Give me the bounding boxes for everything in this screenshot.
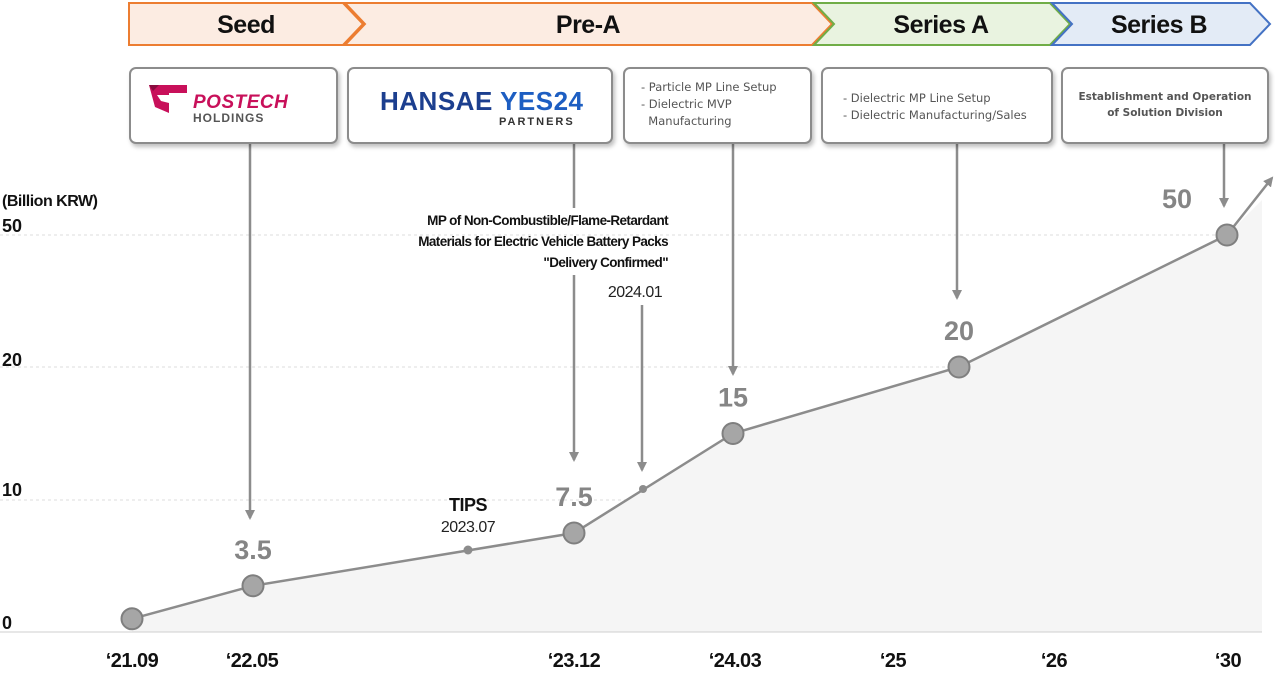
x-tick-26: ‘26 [1041, 650, 1068, 672]
data-point-5 [1215, 223, 1239, 247]
x-tick-21-09: ‘21.09 [106, 650, 159, 672]
connector-arrows [245, 144, 1229, 520]
solution-line-1: Establishment and Operation [1078, 91, 1252, 103]
stage-seed-label: Seed [217, 11, 275, 39]
y-tick-10: 10 [2, 480, 22, 500]
tips-label: TIPS [449, 495, 488, 515]
x-tick-30: ‘30 [1215, 650, 1242, 672]
postech-logo-icon [149, 85, 187, 113]
particle-line-2: - Dielectric MVP [641, 97, 732, 111]
data-label-4: 20 [944, 316, 974, 346]
dielectric-line-1: - Dielectric MP Line Setup [843, 91, 991, 105]
mp-note-line-2: Materials for Electric Vehicle Battery P… [418, 234, 668, 249]
data-label-5: 50 [1162, 184, 1192, 214]
value-labels: 3.5 7.5 15 20 50 [234, 184, 1192, 565]
data-point-1 [241, 574, 265, 598]
stage-bar: Seed Pre-A Series A Series B [128, 1, 1272, 46]
x-tick-25: ‘25 [880, 650, 907, 672]
area-fill [132, 200, 1262, 632]
data-point-3 [721, 422, 745, 445]
data-markers [120, 223, 1239, 631]
trend-arrow [1226, 176, 1274, 236]
stage-series-a-label: Series A [893, 11, 989, 39]
stage-pre-a-label: Pre-A [556, 11, 621, 39]
stage-pre-a [342, 1, 834, 46]
data-point-4 [947, 355, 971, 379]
minor-point-tips [463, 545, 473, 555]
stage-series-b [1049, 1, 1272, 46]
card-solution: Establishment and Operation of Solution … [1061, 67, 1269, 144]
hansae-sub: PARTNERS [499, 116, 575, 128]
postech-name: POSTECH [193, 92, 289, 113]
hansae-logo: HANSAE YES24 [380, 86, 584, 117]
postech-sub: HOLDINGS [193, 111, 265, 125]
card-postech: POSTECH HOLDINGS [129, 67, 338, 144]
x-tick-22-05: ‘22.05 [226, 650, 279, 672]
data-point-0 [120, 607, 144, 631]
card-particle: - Particle MP Line Setup - Dielectric MV… [623, 67, 812, 144]
dielectric-line-2: - Dielectric Manufacturing/Sales [843, 108, 1027, 122]
mp-note-line-3: "Delivery Confirmed" [543, 255, 668, 270]
data-label-3: 15 [718, 383, 748, 413]
y-axis-label: (Billion KRW) [2, 193, 98, 210]
x-tick-23-12: ‘23.12 [548, 650, 601, 672]
solution-line-2: of Solution Division [1107, 107, 1223, 119]
data-label-1: 3.5 [234, 535, 272, 565]
card-hansae: HANSAE YES24 PARTNERS [347, 67, 613, 144]
minor-point-mp [639, 485, 647, 493]
series-line [131, 233, 1228, 621]
y-tick-20: 20 [2, 350, 22, 370]
stage-seed [128, 2, 365, 46]
particle-line-1: - Particle MP Line Setup [641, 80, 777, 94]
data-point-2 [562, 521, 586, 545]
tips-date: 2023.07 [441, 519, 496, 536]
particle-line-3: Manufacturing [641, 114, 732, 128]
mp-note-line-1: MP of Non-Combustible/Flame-Retardant [427, 213, 669, 228]
y-tick-0: 0 [2, 613, 12, 633]
card-dielectric: - Dielectric MP Line Setup - Dielectric … [821, 67, 1053, 144]
hansae-logo-a: HANSAE [380, 86, 493, 116]
stage-series-b-label: Series B [1111, 11, 1207, 39]
stage-series-a [811, 1, 1072, 46]
hansae-logo-b: YES24 [500, 86, 584, 116]
data-label-2: 7.5 [555, 482, 593, 512]
mp-date: 2024.01 [608, 284, 663, 301]
x-tick-24-03: ‘24.03 [709, 650, 762, 672]
y-tick-50: 50 [2, 216, 22, 236]
